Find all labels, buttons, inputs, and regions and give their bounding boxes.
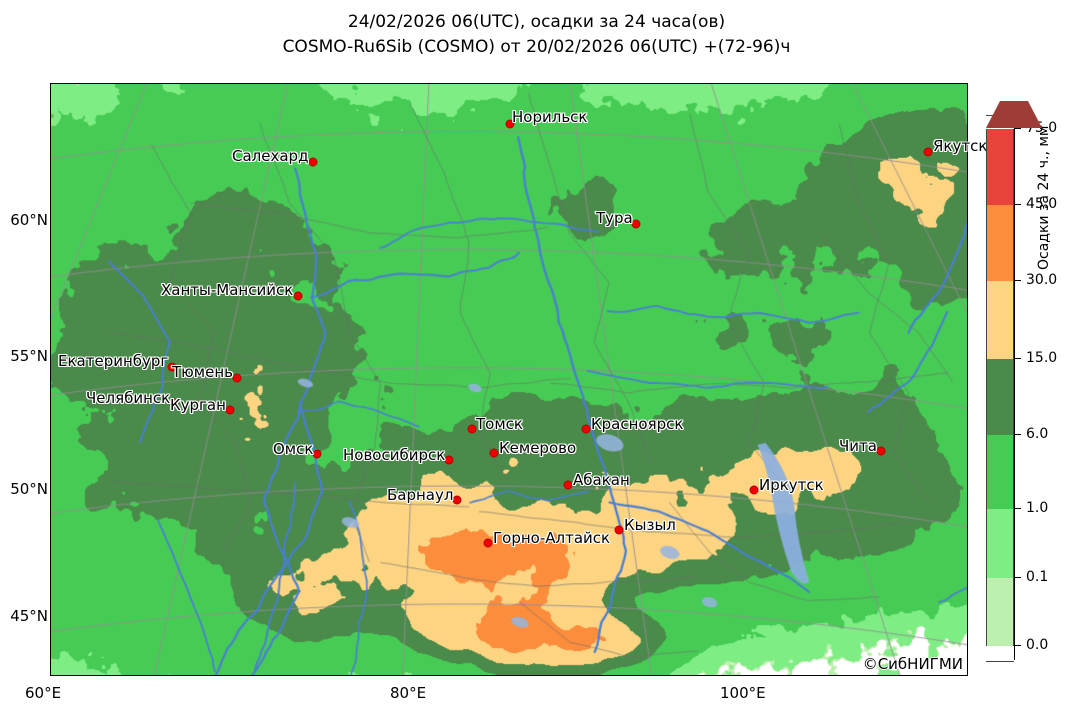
copyright-label: ©СибНИГМИ bbox=[862, 655, 963, 673]
city-dot-1[interactable] bbox=[308, 157, 318, 167]
colorbar-tick-1 bbox=[1014, 577, 1021, 578]
city-dot-12[interactable] bbox=[489, 448, 499, 458]
colorbar-label-0: 0.0 bbox=[1026, 637, 1049, 653]
city-label-11: Новосибирск bbox=[343, 446, 446, 464]
colorbar-axis-line bbox=[1014, 115, 1015, 660]
city-dot-5[interactable] bbox=[167, 362, 177, 372]
colorbar-tick-7 bbox=[1014, 128, 1021, 129]
chart-title: 24/02/2026 06(UTC), осадки за 24 часа(ов… bbox=[0, 10, 1073, 60]
title-line-1: 24/02/2026 06(UTC), осадки за 24 часа(ов… bbox=[347, 12, 726, 32]
city-label-8: Курган bbox=[170, 396, 226, 414]
colorbar-segment-3 bbox=[986, 359, 1014, 435]
city-dot-15[interactable] bbox=[563, 480, 573, 490]
city-dot-14[interactable] bbox=[876, 446, 886, 456]
city-label-0: Норильск bbox=[512, 108, 588, 126]
city-label-6: Тюмень bbox=[172, 363, 233, 381]
city-dot-19[interactable] bbox=[483, 538, 493, 548]
colorbar-label-5: 30.0 bbox=[1026, 272, 1058, 288]
colorbar-tick-0 bbox=[1014, 645, 1021, 646]
colorbar-tick-2 bbox=[1014, 508, 1021, 509]
city-dot-10[interactable] bbox=[467, 424, 477, 434]
colorbar-segment-2 bbox=[986, 435, 1014, 509]
colorbar-tick-6 bbox=[1014, 204, 1021, 205]
colorbar-segment-1 bbox=[986, 509, 1014, 578]
colorbar-label-4: 15.0 bbox=[1026, 350, 1058, 366]
city-label-17: Барнаул bbox=[387, 486, 454, 504]
colorbar-tick-4 bbox=[1014, 358, 1021, 359]
city-dot-0[interactable] bbox=[505, 119, 515, 129]
city-dot-11[interactable] bbox=[444, 455, 454, 465]
city-label-9: Омск bbox=[273, 440, 314, 458]
city-dot-9[interactable] bbox=[312, 449, 322, 459]
colorbar-label-6: 45.0 bbox=[1026, 196, 1058, 212]
city-label-12: Кемерово bbox=[499, 439, 577, 457]
colorbar-segment-4 bbox=[986, 281, 1014, 359]
colorbar-label-2: 1.0 bbox=[1026, 500, 1049, 516]
city-dot-6[interactable] bbox=[232, 373, 242, 383]
city-dot-2[interactable] bbox=[923, 147, 933, 157]
city-label-4: Ханты-Мансийск bbox=[161, 281, 294, 299]
lon-tick-1: 80°E bbox=[390, 684, 427, 702]
colorbar-segment-6 bbox=[986, 129, 1014, 205]
lon-tick-2: 100°E bbox=[720, 684, 766, 702]
city-label-10: Томск bbox=[476, 415, 523, 433]
city-dot-16[interactable] bbox=[749, 485, 759, 495]
city-label-16: Иркутск bbox=[759, 476, 824, 494]
city-dot-18[interactable] bbox=[614, 525, 624, 535]
lat-tick-0: 60°N bbox=[10, 211, 48, 229]
lat-tick-3: 45°N bbox=[10, 607, 48, 625]
colorbar-tick-5 bbox=[1014, 280, 1021, 281]
colorbar-label-3: 6.0 bbox=[1026, 426, 1049, 442]
city-label-3: Тура bbox=[596, 209, 633, 227]
city-label-5: Екатеринбург bbox=[58, 352, 169, 370]
precipitation-raster bbox=[51, 84, 967, 675]
city-dot-4[interactable] bbox=[293, 291, 303, 301]
colorbar-segment-5 bbox=[986, 205, 1014, 281]
city-label-15: Абакан bbox=[573, 471, 630, 489]
city-dot-7[interactable] bbox=[169, 398, 179, 408]
city-label-18: Кызыл bbox=[624, 516, 676, 534]
colorbar-over-arrow bbox=[986, 101, 1042, 128]
colorbar-label-1: 0.1 bbox=[1026, 569, 1049, 585]
colorbar-segment-0 bbox=[986, 578, 1014, 646]
city-label-19: Горно-Алтайск bbox=[493, 529, 611, 547]
map-plot-area[interactable]: ©СибНИГМИ bbox=[50, 83, 968, 676]
city-dot-13[interactable] bbox=[581, 424, 591, 434]
colorbar-title: Осадки за 24 ч., мм bbox=[1036, 125, 1052, 270]
city-label-14: Чита bbox=[839, 437, 877, 455]
city-dot-8[interactable] bbox=[225, 405, 235, 415]
city-dot-17[interactable] bbox=[452, 495, 462, 505]
city-dot-3[interactable] bbox=[631, 219, 641, 229]
colorbar-tick-3 bbox=[1014, 434, 1021, 435]
city-label-13: Красноярск bbox=[591, 415, 684, 433]
city-label-1: Салехард bbox=[232, 147, 309, 165]
city-label-7: Челябинск bbox=[86, 389, 171, 407]
colorbar-body[interactable] bbox=[986, 115, 1014, 662]
lat-tick-2: 50°N bbox=[10, 480, 48, 498]
city-label-2: Якутск bbox=[933, 137, 988, 155]
lat-tick-1: 55°N bbox=[10, 347, 48, 365]
lon-tick-0: 60°E bbox=[25, 684, 62, 702]
title-line-2: COSMO-Ru6Sib (COSMO) от 20/02/2026 06(UT… bbox=[282, 37, 791, 57]
